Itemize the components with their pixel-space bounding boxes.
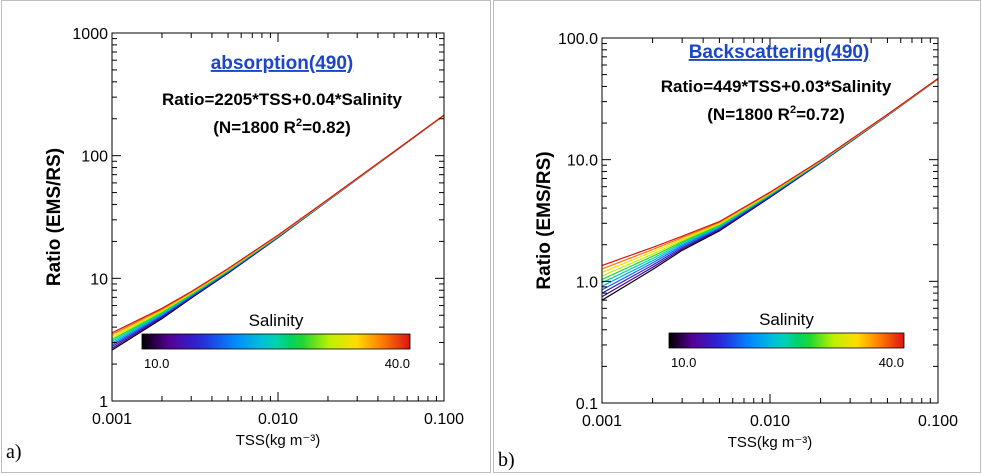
panel-a: 1 10 100 1000 0.001 0.010 0.100 TSS(kg m⁻³) Rati… xyxy=(1,0,491,473)
x-tick-label: 0.010 xyxy=(258,411,298,428)
salinity-curve xyxy=(602,78,938,267)
x-tick-label: 0.001 xyxy=(92,411,132,428)
y-axis-label: Ratio (EMS/RS) xyxy=(44,148,65,286)
x-tick-label: 0.100 xyxy=(918,413,958,430)
colorbar-min-label: 10.0 xyxy=(671,355,696,370)
regression-equation: Ratio=449*TSS+0.03*Salinity xyxy=(661,77,892,96)
salinity-curve xyxy=(112,114,444,339)
curves-b xyxy=(602,78,938,301)
x-tick-label: 0.100 xyxy=(424,411,464,428)
y-tick-label: 100.0 xyxy=(558,31,598,48)
y-tick-label: 0.1 xyxy=(576,396,598,413)
salinity-colorbar xyxy=(668,332,905,349)
chart-a-svg: 1 10 100 1000 0.001 0.010 0.100 TSS(kg m⁻³) Rati… xyxy=(44,26,464,449)
curves-a xyxy=(112,114,444,351)
regression-stats: (N=1800 R2=0.82) xyxy=(213,117,351,137)
y-tick-label: 1 xyxy=(99,394,108,411)
x-axis-label: TSS(kg m⁻³) xyxy=(236,432,321,449)
y-tick-label: 10.0 xyxy=(567,153,598,170)
panel-a-letter: a) xyxy=(6,441,22,463)
x-axis-label: TSS(kg m⁻³) xyxy=(728,434,813,451)
salinity-curve xyxy=(112,114,444,342)
salinity-curve xyxy=(112,114,444,337)
panel-b-letter: b) xyxy=(498,449,515,471)
salinity-colorbar xyxy=(141,333,411,350)
colorbar-label: Salinity xyxy=(249,311,304,330)
colorbar-max-label: 40.0 xyxy=(385,356,410,371)
salinity-curve xyxy=(112,114,444,336)
y-tick-label: 1.0 xyxy=(576,274,598,291)
colorbar-max-label: 40.0 xyxy=(879,355,904,370)
y-axis-label: Ratio (EMS/RS) xyxy=(534,151,555,289)
colorbar-label: Salinity xyxy=(759,310,814,329)
colorbar-min-label: 10.0 xyxy=(144,356,169,371)
chart-b-svg: 0.1 1.0 10.0 100.0 0.001 0.010 0.100 TSS(kg m⁻³… xyxy=(534,31,958,451)
x-tick-label: 0.010 xyxy=(750,413,790,430)
y-tick-label: 1000 xyxy=(72,26,108,43)
y-tick-label: 10 xyxy=(90,271,108,288)
panel-b: 0.1 1.0 10.0 100.0 0.001 0.010 0.100 TSS(kg m⁻³… xyxy=(493,0,981,473)
salinity-curve xyxy=(112,114,444,341)
chart-title: absorption(490) xyxy=(211,53,354,74)
salinity-curve xyxy=(112,114,444,334)
chart-title: Backscattering(490) xyxy=(689,42,870,63)
y-tick-label: 100 xyxy=(81,149,108,166)
regression-equation: Ratio=2205*TSS+0.04*Salinity xyxy=(162,90,403,109)
regression-stats: (N=1800 R2=0.72) xyxy=(707,104,845,124)
x-tick-label: 0.001 xyxy=(582,413,622,430)
